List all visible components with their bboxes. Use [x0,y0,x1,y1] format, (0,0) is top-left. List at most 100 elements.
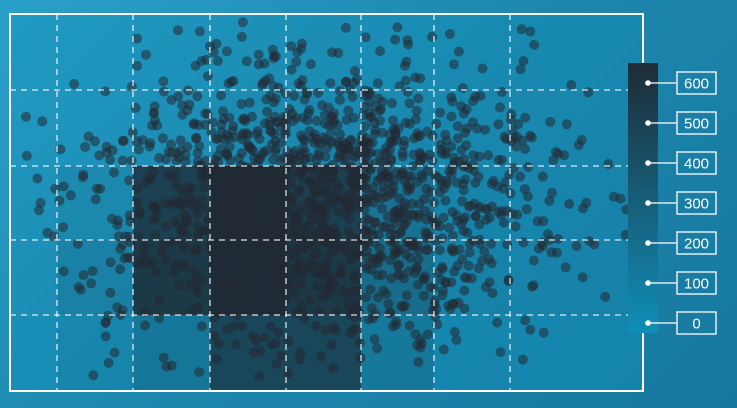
scatter-point [223,282,234,293]
scatter-point [205,239,216,250]
scatter-point [413,357,424,367]
scatter-point [421,214,432,225]
scatter-point [122,252,133,263]
scatter-point [422,329,433,340]
scatter-point [147,257,158,268]
scatter-point [576,135,587,145]
scatter-point [515,64,526,75]
scatter-point [376,193,387,204]
scatter-point [525,324,536,335]
scatter-point [374,243,385,254]
scatter-point [236,148,247,159]
scatter-point [583,87,594,98]
scatter-point [474,151,485,162]
scatter-point [224,253,235,264]
scatter-point [492,317,503,328]
scatter-point [528,280,539,291]
scatter-point [160,255,171,266]
scatter-point [277,306,288,317]
scatter-point [412,340,422,351]
scatter-point [547,187,557,198]
scatter-point [273,327,284,338]
scatter-point [361,263,372,274]
scatter-point [228,218,239,229]
scatter-point [459,285,470,296]
scatter-point [341,143,351,154]
scatter-point [346,254,357,265]
scatter-point [401,56,412,67]
scatter-point [58,222,69,233]
scatter-point [175,135,186,146]
scatter-point [311,115,322,126]
scatter-point [334,94,345,105]
scatter-point [320,325,331,336]
scatter-point [124,231,135,242]
scatter-point [351,298,362,309]
scatter-point [434,245,445,256]
scatter-point [103,357,114,368]
scatter-point [474,219,485,230]
scatter-point [388,321,398,332]
scatter-point [219,243,230,254]
scatter-point [372,78,383,89]
colorbar-tick-label: 0 [692,316,700,333]
scatter-point [221,223,232,234]
scatter-point [386,273,397,284]
heatmap-cell [57,14,133,90]
scatter-point [291,56,302,67]
scatter-point [432,319,443,330]
scatter-point [313,87,324,98]
scatter-point [216,119,227,130]
scatter-point [273,282,284,293]
scatter-point [305,59,316,70]
scatter-point [465,200,476,211]
grid-lines [10,14,643,391]
scatter-point [357,221,368,232]
scatter-point [344,201,355,212]
scatter-point [345,327,356,338]
scatter-point [239,162,250,172]
scatter-point [405,253,416,263]
scatter-point [243,289,254,300]
scatter-point [182,230,192,241]
heatmap-cell [10,315,57,391]
scatter-point [117,155,128,166]
scatter-point [140,306,151,317]
scatter-point [297,38,307,49]
scatter-point [378,285,389,296]
scatter-point [140,320,150,331]
scatter-point [276,350,287,361]
scatter-point [192,148,203,159]
scatter-point [267,201,278,212]
scatter-point [207,117,218,128]
scatter-point [292,245,302,256]
scatter-point [312,268,323,279]
scatter-point [161,361,172,372]
scatter-point [239,113,250,124]
scatter-point [360,238,371,249]
scatter-point [517,354,528,365]
scatter-point [460,212,471,223]
scatter-point [37,116,48,127]
scatter-point [228,121,239,131]
scatter-point [241,56,252,67]
scatter-point [372,270,383,281]
scatter-point [197,173,208,184]
scatter-point [171,155,182,166]
scatter-point [258,78,269,88]
scatter-point [196,275,207,286]
scatter-point [488,176,499,186]
scatter-point [196,56,207,67]
scatter-point [132,33,143,44]
scatter-point [279,129,290,140]
heatmap-cell [10,14,57,90]
scatter-point [349,270,360,281]
colorbar-tick-label: 200 [684,236,709,253]
scatter-point [545,116,556,127]
scatter-point [253,49,264,60]
scatter-point [305,294,316,305]
scatter-point [571,241,582,252]
scatter-point [305,209,316,219]
scatter-point [327,172,338,183]
scatter-point [259,118,270,129]
